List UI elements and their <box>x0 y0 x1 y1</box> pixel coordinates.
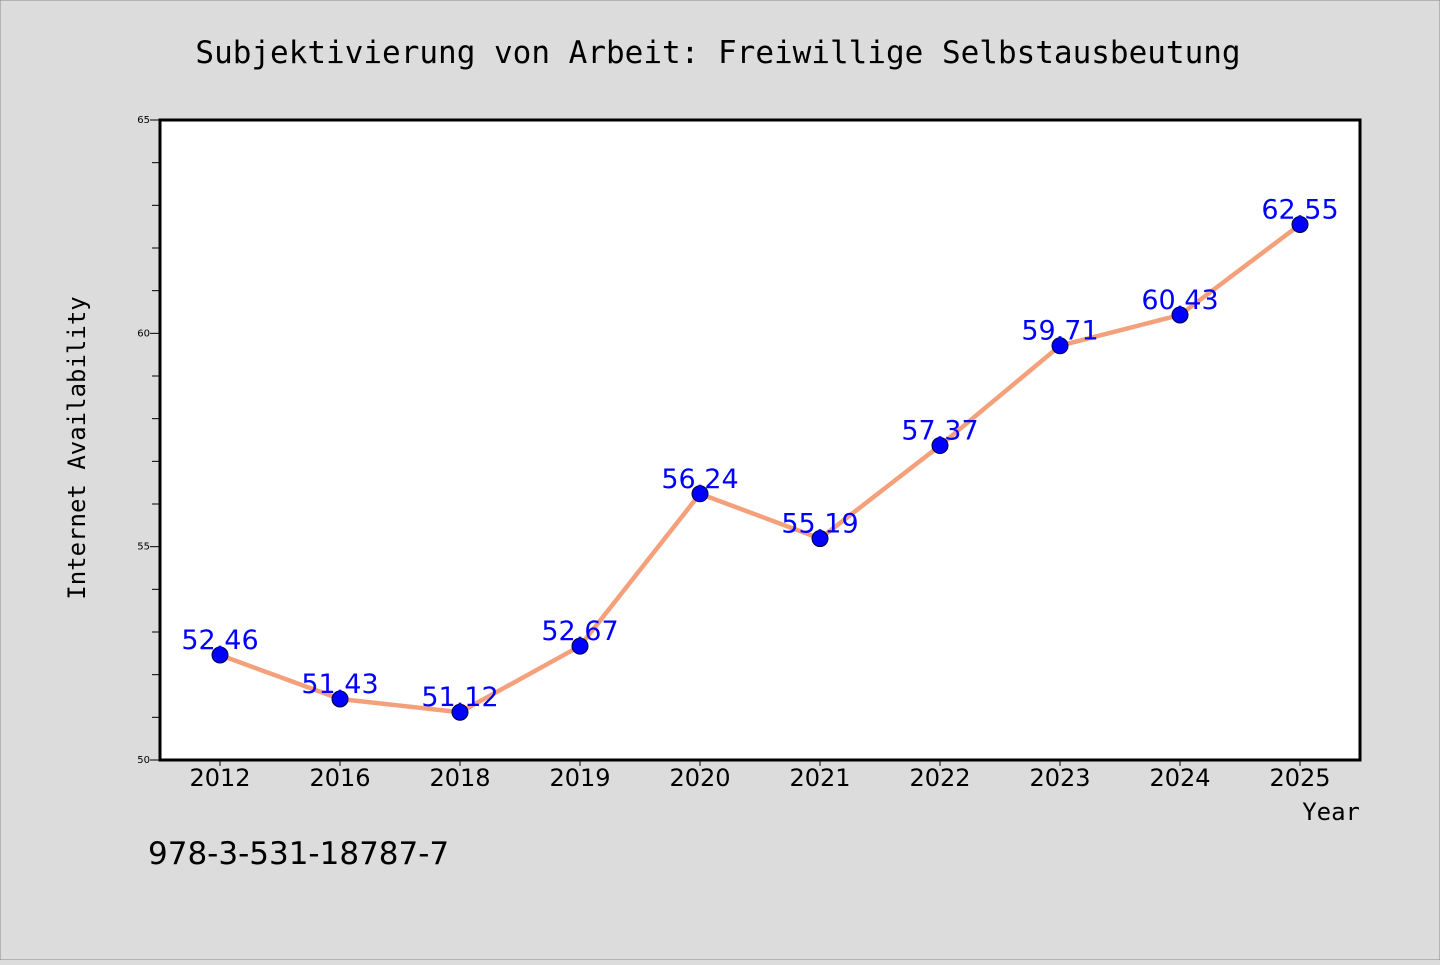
data-point <box>331 690 349 708</box>
data-label: 51.12 <box>421 682 498 713</box>
data-point <box>1171 306 1189 324</box>
data-label: 57.37 <box>901 416 978 447</box>
footnote-isbn: 978-3-531-18787-7 <box>148 836 449 872</box>
x-axis-ticks: 2012 2016 2018 2019 2020 2021 2022 2023 2024 2025 <box>189 760 1331 792</box>
plot-area <box>160 120 1360 760</box>
x-tick-label: 2023 <box>1029 764 1090 792</box>
x-tick-label: 2018 <box>429 764 490 792</box>
data-label: 60.43 <box>1141 285 1218 316</box>
series-line-group <box>217 222 1303 715</box>
data-label: 59.71 <box>1021 316 1098 347</box>
y-tick-label: 55 <box>137 542 150 553</box>
x-tick-label: 2012 <box>189 764 250 792</box>
data-point <box>931 437 949 455</box>
data-point <box>1291 216 1309 234</box>
x-tick-label: 2022 <box>909 764 970 792</box>
data-labels: 52.46 51.43 51.12 52.67 56.24 55.19 57.37 59.71… <box>181 195 1338 714</box>
x-tick-label: 2019 <box>549 764 610 792</box>
x-tick-label: 2025 <box>1269 764 1330 792</box>
data-point <box>811 530 829 548</box>
data-label: 56.24 <box>661 464 738 495</box>
plot-frame <box>158 118 1362 762</box>
x-tick-label: 2024 <box>1149 764 1210 792</box>
data-label: 55.19 <box>781 509 858 540</box>
x-tick-label: 2020 <box>669 764 730 792</box>
data-label: 51.43 <box>301 669 378 700</box>
y-tick-label: 65 <box>137 115 150 126</box>
data-point <box>1051 337 1069 355</box>
data-point <box>691 485 709 503</box>
data-label: 52.67 <box>541 616 618 647</box>
x-tick-label: 2016 <box>309 764 370 792</box>
chart-title: Subjektivierung von Arbeit: Freiwillige … <box>195 35 1240 71</box>
y-axis-label: Internet Availability <box>63 296 91 599</box>
data-label: 52.46 <box>181 625 258 656</box>
data-point <box>211 646 229 664</box>
data-point <box>451 703 469 721</box>
data-markers <box>211 216 1309 721</box>
data-point <box>571 637 589 655</box>
x-axis-label: Year <box>1302 798 1360 826</box>
data-label: 62.55 <box>1261 195 1338 226</box>
x-tick-label: 2021 <box>789 764 850 792</box>
y-tick-label: 60 <box>137 328 150 339</box>
series-line <box>217 222 1303 715</box>
y-tick-label: 50 <box>137 755 150 766</box>
